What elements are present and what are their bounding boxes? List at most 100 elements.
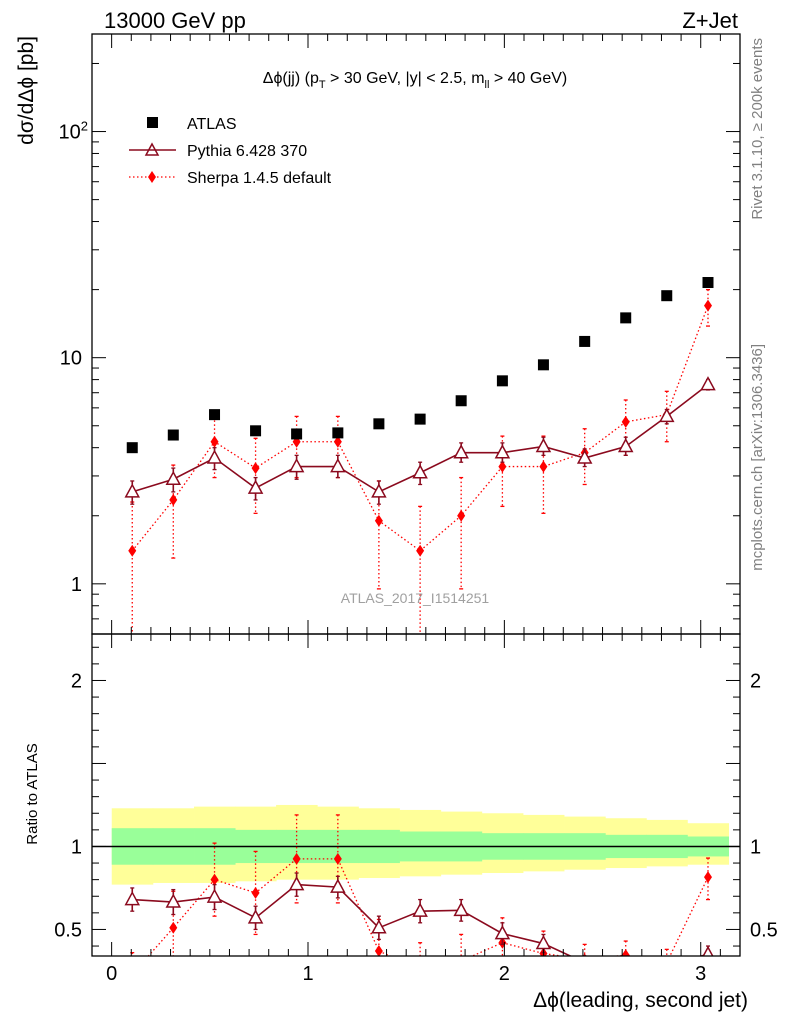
sherpa-point — [539, 460, 548, 473]
ratio-bands — [111, 804, 730, 885]
pythia-point — [576, 449, 593, 464]
ratio-sherpa-point — [703, 871, 712, 884]
ratio-y-tick-label-right: 1 — [750, 836, 761, 858]
sherpa-point — [374, 514, 383, 527]
sherpa-point — [457, 509, 466, 522]
main-panel: 1 10 102 — [59, 33, 741, 635]
legend-marker-atlas — [147, 117, 158, 128]
pythia-point — [330, 457, 346, 473]
sherpa-point — [621, 415, 630, 428]
ratio-pythia-point — [666, 955, 667, 956]
pythia-series — [124, 376, 716, 505]
ratio-pythia-series — [124, 872, 714, 973]
ratio-pythia-point — [535, 934, 552, 950]
atlas-point — [373, 418, 385, 430]
ratio-pythia-point — [206, 888, 223, 903]
ratio-sherpa-point — [251, 886, 260, 899]
ratio-pythia-point — [453, 901, 469, 917]
analysis-watermark: ATLAS_2017_I1514251 — [341, 590, 490, 606]
pythia-point — [288, 457, 305, 473]
ratio-y-tick-label: 1 — [71, 836, 82, 858]
legend-marker-sherpa — [148, 171, 156, 183]
legend: ATLAS Pythia 6.428 370 Sherpa 1.4.5 defa… — [129, 116, 332, 187]
atlas-point — [209, 409, 221, 421]
header-energy: 13000 GeV pp — [104, 8, 246, 33]
sherpa-point — [169, 493, 178, 506]
ratio-pythia-point — [494, 925, 511, 940]
ratio-sherpa-point — [169, 921, 178, 934]
ratio-sherpa-point — [292, 852, 301, 865]
ratio-pythia-point — [371, 919, 387, 934]
pythia-point — [494, 444, 511, 459]
rivet-label: Rivet 3.1.10, ≥ 200k events — [749, 38, 766, 220]
atlas-point — [250, 425, 262, 437]
pythia-point — [165, 470, 182, 486]
ratio-pythia-point — [165, 893, 182, 908]
ratio-pythia-point — [247, 909, 264, 924]
xlabel: Δϕ(leading, second jet) — [533, 989, 748, 1012]
pythia-point — [658, 407, 675, 423]
ratio-y-tick-label-right: 0.5 — [750, 919, 778, 941]
pythia-point — [535, 437, 552, 453]
pythia-point — [247, 479, 264, 494]
header-process: Z+Jet — [682, 8, 738, 33]
ratio-frame — [91, 633, 741, 957]
atlas-point — [291, 428, 303, 440]
x-tick-labels: 0 1 2 3 — [106, 963, 706, 985]
main-y-tick-label: 10 — [60, 348, 82, 370]
sherpa-point — [251, 462, 260, 475]
atlas-series — [126, 277, 714, 454]
x-tick-label: 1 — [302, 963, 313, 985]
ratio-sherpa-point — [460, 954, 462, 956]
pythia-point — [412, 464, 428, 479]
pythia-point — [206, 449, 223, 464]
x-tick-label: 0 — [106, 963, 117, 985]
ratio-panel: 0 1 2 3 0.5 0.5 1 1 2 2 — [54, 633, 778, 985]
atlas-point — [702, 277, 714, 289]
main-title: Δϕ(jj) (pT > 30 GeV, |y| < 2.5, mll > 40… — [263, 70, 567, 91]
ratio-y-tick-label: 2 — [71, 670, 82, 692]
ratio-sherpa-point — [333, 852, 342, 865]
ratio-sherpa-point — [128, 968, 136, 980]
ratio-ylabel: Ratio to ATLAS — [24, 743, 41, 844]
ratio-y-tick-label-right: 2 — [750, 670, 761, 692]
ratio-pythia-point — [330, 878, 346, 893]
atlas-point — [537, 359, 549, 371]
atlas-point — [496, 375, 508, 387]
ratio-pythia-point — [619, 961, 632, 973]
ratio-pythia-point — [124, 890, 141, 906]
main-y-tick-label: 1 — [71, 574, 82, 596]
legend-label-pythia: Pythia 6.428 370 — [187, 143, 307, 160]
atlas-point — [661, 290, 673, 302]
atlas-point — [167, 429, 179, 441]
x-tick-label: 2 — [499, 963, 510, 985]
ratio-sherpa-point — [416, 963, 424, 975]
atlas-point — [126, 442, 138, 454]
sherpa-point — [703, 299, 712, 312]
legend-label-atlas: ATLAS — [187, 116, 237, 133]
sherpa-point — [210, 435, 219, 448]
ratio-pythia-point — [288, 876, 305, 891]
ratio-y-tick-label: 0.5 — [54, 919, 82, 941]
pythia-point — [371, 483, 387, 498]
mcplots-label: mcplots.cern.ch [arXiv:1306.3436] — [749, 344, 766, 571]
ratio-x-ticks — [91, 634, 741, 956]
ratio-pythia-point — [702, 945, 714, 956]
atlas-point — [455, 395, 467, 407]
sherpa-point — [416, 544, 425, 557]
main-ylabel: dσ/dΔϕ [pb] — [15, 36, 38, 145]
ratio-sherpa-point — [621, 949, 630, 956]
main-x-ticks — [91, 34, 741, 634]
ratio-y-axis: 0.5 0.5 1 1 2 2 — [54, 646, 778, 947]
main-y-tick-label: 102 — [59, 119, 88, 144]
ratio-pythia-point — [583, 954, 586, 956]
ratio-sherpa-point — [374, 945, 383, 956]
legend-marker-pythia — [144, 142, 160, 156]
legend-label-sherpa: Sherpa 1.4.5 default — [187, 170, 332, 187]
atlas-point — [620, 312, 632, 324]
ratio-sherpa-point — [210, 873, 219, 886]
x-tick-label: 3 — [695, 963, 706, 985]
ratio-pythia-point — [412, 902, 428, 917]
atlas-point — [579, 335, 591, 347]
